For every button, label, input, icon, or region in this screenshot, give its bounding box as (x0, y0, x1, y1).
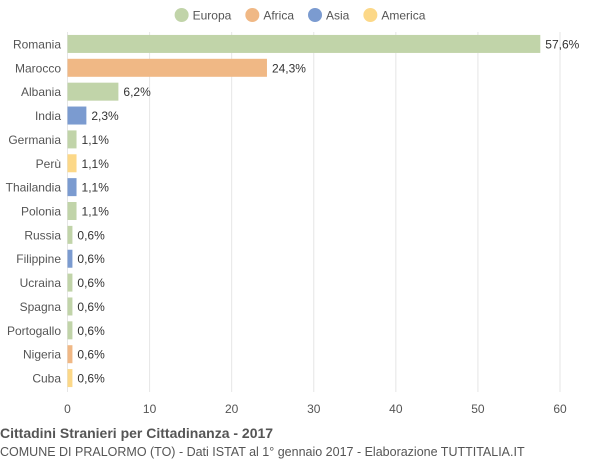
value-label-cuba: 0,6% (77, 372, 105, 386)
legend-swatch-america (363, 8, 378, 22)
category-label-india: India (35, 109, 61, 123)
bar-spagna (67, 297, 73, 316)
chart-subtitle: COMUNE DI PRALORMO (TO) - Dati ISTAT al … (0, 445, 525, 459)
category-label-germania: Germania (8, 133, 61, 147)
value-label-thailandia: 1,1% (82, 181, 110, 195)
value-label-nigeria: 0,6% (77, 348, 105, 362)
bars (67, 34, 541, 388)
bar-thailandia (67, 178, 77, 197)
value-label-spagna: 0,6% (77, 300, 105, 314)
value-label-romania: 57,6% (545, 37, 579, 51)
x-tick-label-50: 50 (471, 402, 485, 416)
bar-russia (67, 225, 73, 244)
bar-nigeria (67, 345, 73, 364)
value-label-india: 2,3% (91, 109, 119, 123)
category-label-thailandia: Thailandia (6, 181, 62, 195)
category-label-filippine: Filippine (16, 252, 61, 266)
legend-swatch-europa (174, 8, 189, 22)
bar-polonia (67, 202, 77, 220)
bar-marocco (67, 58, 267, 77)
category-label-nigeria: Nigeria (23, 348, 61, 362)
category-label-albania: Albania (21, 85, 61, 99)
x-tick-label-40: 40 (389, 402, 403, 416)
bar-romania (67, 34, 541, 53)
category-label-marocco: Marocco (15, 61, 61, 75)
grid (67, 32, 561, 392)
legend-swatch-africa (245, 8, 260, 22)
bar-filippine (67, 249, 73, 268)
bar-peru (67, 154, 77, 173)
x-tick-label-10: 10 (143, 402, 157, 416)
legend: Europa Africa Asia America (174, 8, 426, 23)
value-label-germania: 1,1% (82, 133, 110, 147)
legend-label-asia: Asia (326, 9, 350, 23)
x-tick-label-20: 20 (225, 402, 239, 416)
bar-portogallo (67, 321, 73, 340)
value-label-peru: 1,1% (82, 157, 110, 171)
category-label-ucraina: Ucraina (20, 276, 62, 290)
value-label-ucraina: 0,6% (77, 276, 105, 290)
value-label-filippine: 0,6% (77, 252, 105, 266)
bar-chart: Europa Africa Asia America Romania Marocco Al… (6, 8, 580, 416)
x-tick-label-60: 60 (553, 402, 567, 416)
category-label-polonia: Polonia (21, 205, 61, 219)
value-label-polonia: 1,1% (82, 205, 110, 219)
legend-label-europa: Europa (193, 9, 232, 23)
category-label-spagna: Spagna (20, 300, 62, 314)
bar-cuba (67, 369, 73, 388)
value-label-marocco: 24,3% (272, 61, 306, 75)
category-label-portogallo: Portogallo (7, 324, 61, 338)
category-label-cuba: Cuba (32, 372, 61, 386)
value-label-russia: 0,6% (77, 228, 105, 242)
legend-label-africa: Africa (263, 9, 294, 23)
bar-ucraina (67, 273, 73, 292)
x-axis-ticks: 0 10 20 30 40 50 60 (64, 402, 567, 416)
category-label-romania: Romania (13, 37, 61, 51)
bar-albania (67, 82, 119, 101)
x-tick-label-30: 30 (307, 402, 321, 416)
legend-label-america: America (381, 9, 425, 23)
value-label-albania: 6,2% (123, 85, 151, 99)
value-labels: 57,6% 24,3% 6,2% 2,3% 1,1% 1,1% 1,1% 1,1% 0,6% 0,… (77, 37, 579, 385)
x-tick-label-0: 0 (64, 402, 71, 416)
bar-india (67, 106, 87, 125)
value-label-portogallo: 0,6% (77, 324, 105, 338)
category-labels: Romania Marocco Albania India Germania Perù Th… (6, 37, 62, 385)
bar-germania (67, 130, 77, 149)
chart-title: Cittadini Stranieri per Cittadinanza - 2… (0, 425, 274, 441)
category-label-russia: Russia (24, 228, 61, 242)
legend-swatch-asia (308, 8, 323, 22)
category-label-peru: Perù (36, 157, 61, 171)
